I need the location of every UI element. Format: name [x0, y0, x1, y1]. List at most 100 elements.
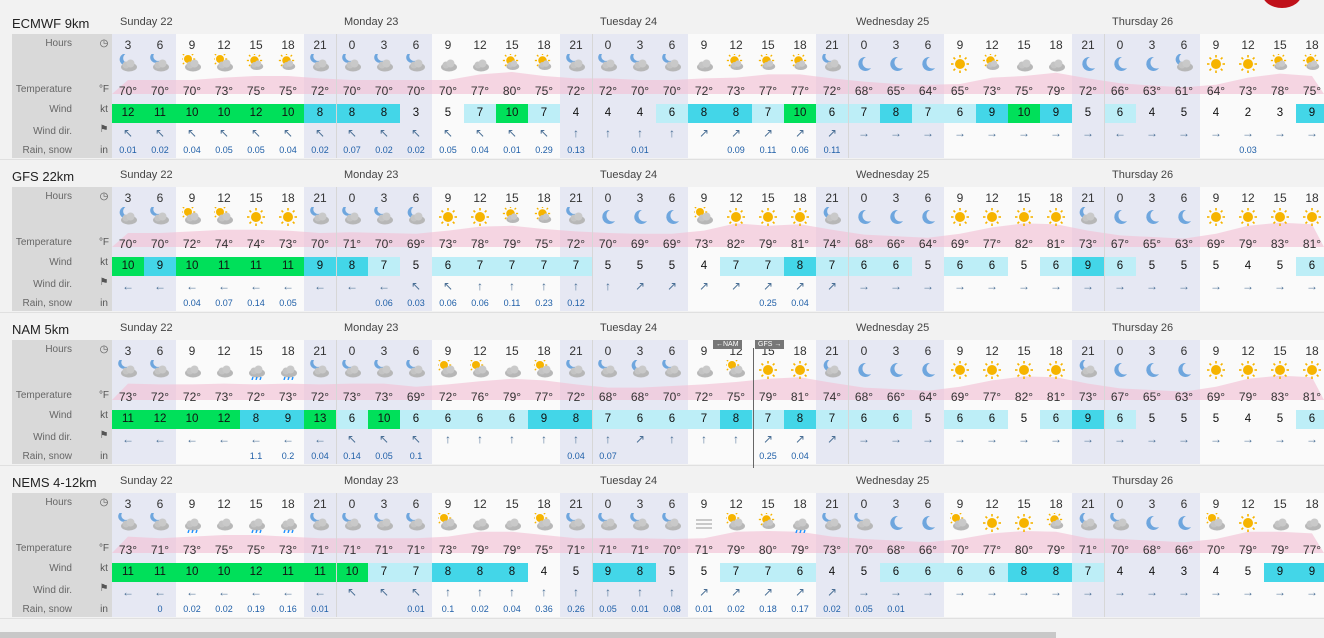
- wind-cell: 10: [208, 563, 240, 582]
- night-cloudy-icon: [598, 52, 618, 76]
- partly-icon: [692, 204, 714, 229]
- temperature-cell: 72°: [694, 84, 714, 98]
- temperature-cell: 63°: [1174, 390, 1194, 404]
- rain-cell: 0.07: [343, 145, 361, 155]
- wind-cell: 8: [240, 410, 272, 429]
- wind-cell: 7: [560, 257, 592, 276]
- temperature-cell: 75°: [1302, 84, 1322, 98]
- temperature-cell: 71°: [1078, 543, 1098, 557]
- temperature-cell: 75°: [534, 84, 554, 98]
- hour-cell: 9: [188, 191, 196, 205]
- wind-direction-arrow-icon: →: [1306, 432, 1318, 446]
- temperature-cell: 70°: [438, 84, 458, 98]
- wind-direction-arrow-icon: ↗: [730, 585, 742, 599]
- temperature-cell: 65°: [950, 84, 970, 98]
- sun-icon: [950, 360, 970, 382]
- hour-cell: 21: [825, 497, 839, 511]
- night-cloudy-icon: [822, 511, 842, 535]
- wind-cell: 8: [1008, 563, 1040, 582]
- temperature-cell: 64°: [918, 237, 938, 251]
- hour-cell: 3: [892, 344, 900, 358]
- rain-cell: 0.09: [727, 145, 745, 155]
- temperature-cell: 70°: [118, 237, 138, 251]
- hour-cell: 6: [412, 191, 420, 205]
- temperature-cell: 81°: [1302, 237, 1322, 251]
- temperature-cell: 75°: [534, 543, 554, 557]
- sun-icon: [1238, 207, 1258, 229]
- sun-icon: [758, 207, 778, 229]
- wind-direction-arrow-icon: →: [1210, 126, 1222, 140]
- wind-direction-arrow-icon: →: [1050, 279, 1062, 293]
- hour-cell: 0: [348, 497, 356, 511]
- wind-cell: 4: [700, 260, 708, 272]
- wind-direction-arrow-icon: ←: [218, 279, 230, 293]
- wind-cell: 6: [1104, 104, 1136, 123]
- wind-cell: 6: [1296, 410, 1324, 429]
- wind-cell: 8: [304, 104, 336, 123]
- hour-cell: 12: [729, 38, 743, 52]
- sun-icon: [950, 207, 970, 229]
- temperature-cell: 70°: [342, 84, 362, 98]
- hour-cell: 6: [412, 344, 420, 358]
- temperature-cell: 61°: [1174, 84, 1194, 98]
- sun-icon: [1238, 513, 1258, 535]
- wind-direction-arrow-icon: →: [1146, 279, 1158, 293]
- wind-direction-arrow-icon: ↖: [282, 126, 294, 140]
- wind-cell: 4: [636, 107, 644, 119]
- temperature-cell: 79°: [726, 543, 746, 557]
- wind-cell: 4: [1212, 107, 1220, 119]
- night-cloudy-icon: [566, 205, 586, 229]
- wind-direction-arrow-icon: ↖: [378, 585, 390, 599]
- forecast-grid: 11 11 10 10 12 11 11 10 7 7 8 8 8 4 5 9 8 5 5 7 7 6 4 5 6 6 6 6 8 8 7 4…: [112, 493, 1324, 617]
- rain-cell: 0.19: [247, 604, 265, 614]
- wind-cell: 10: [336, 563, 368, 582]
- sun-icon: [278, 207, 298, 229]
- hour-cell: 6: [924, 191, 932, 205]
- wind-direction-arrow-icon: →: [858, 585, 870, 599]
- wind-unit: kt: [100, 410, 108, 421]
- night-partly-icon: [1174, 53, 1194, 76]
- hour-cell: 3: [636, 38, 644, 52]
- user-avatar[interactable]: [1262, 0, 1302, 8]
- night-cloudy-icon: [566, 511, 586, 535]
- hour-cell: 12: [1241, 344, 1255, 358]
- horizontal-scrollbar[interactable]: [0, 632, 1056, 638]
- wind-direction-arrow-icon: ↑: [477, 585, 483, 599]
- wind-direction-arrow-icon: →: [1146, 432, 1158, 446]
- temperature-cell: 73°: [694, 237, 714, 251]
- sun-cloud-icon: [758, 511, 778, 535]
- temperature-cell: 71°: [406, 543, 426, 557]
- wind-cell: 6: [1104, 257, 1136, 276]
- model-block-0: ECMWF 9km Sunday 22 Monday 23 Tuesday 24 Wed…: [0, 8, 1324, 161]
- temperature-cell: 72°: [150, 390, 170, 404]
- temperature-cell: 73°: [214, 390, 234, 404]
- sun-icon: [1206, 54, 1226, 76]
- night-cloudy-icon: [854, 511, 874, 535]
- wind-cell: 8: [720, 104, 752, 123]
- night-cloudy-icon: [310, 358, 330, 382]
- wind-cell: 3: [1180, 566, 1188, 578]
- night-band: [560, 34, 688, 158]
- moon-icon: [886, 513, 906, 535]
- row-label-hours: Hours: [45, 191, 72, 202]
- wind-direction-arrow-icon: →: [954, 279, 966, 293]
- night-band: [1072, 187, 1200, 311]
- hour-cell: 6: [1180, 497, 1188, 511]
- wind-direction-arrow-icon: →: [1210, 279, 1222, 293]
- rain-icon: [182, 513, 202, 535]
- wind-direction-arrow-icon: →: [1050, 585, 1062, 599]
- rain-cell: 0.03: [407, 298, 425, 308]
- hour-cell: 21: [313, 191, 327, 205]
- hour-cell: 6: [924, 344, 932, 358]
- day-header: Monday 23: [344, 169, 399, 181]
- wind-direction-arrow-icon: →: [1018, 126, 1030, 140]
- temperature-cell: 67°: [1110, 237, 1130, 251]
- wind-direction-arrow-icon: ←: [122, 279, 134, 293]
- night-band: [1072, 493, 1200, 617]
- hour-cell: 21: [825, 344, 839, 358]
- wind-direction-arrow-icon: →: [1178, 279, 1190, 293]
- wind-direction-arrow-icon: ↑: [605, 126, 611, 140]
- wind-cell: 12: [112, 104, 144, 123]
- day-header: Wednesday 25: [856, 169, 930, 181]
- wind-direction-arrow-icon: ↗: [826, 585, 838, 599]
